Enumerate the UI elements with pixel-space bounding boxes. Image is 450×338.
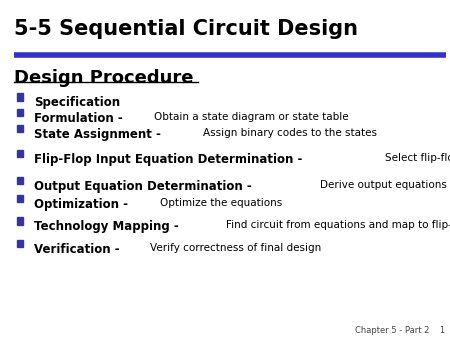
Text: Formulation -: Formulation - bbox=[34, 112, 126, 125]
Text: Obtain a state diagram or state table: Obtain a state diagram or state table bbox=[153, 112, 348, 122]
Text: Derive output equations from output entries in the table: Derive output equations from output entr… bbox=[320, 180, 450, 190]
Text: Output Equation Determination -: Output Equation Determination - bbox=[34, 180, 256, 193]
Bar bbox=[17, 195, 23, 202]
Text: Chapter 5 - Part 2    1: Chapter 5 - Part 2 1 bbox=[356, 325, 446, 335]
Text: Flip-Flop Input Equation Determination -: Flip-Flop Input Equation Determination - bbox=[34, 153, 306, 166]
Bar bbox=[17, 240, 23, 247]
Bar bbox=[17, 177, 23, 184]
Bar bbox=[17, 125, 23, 132]
Text: State Assignment -: State Assignment - bbox=[34, 128, 165, 141]
Text: Design Procedure: Design Procedure bbox=[14, 69, 193, 87]
Bar bbox=[17, 150, 23, 157]
Bar bbox=[17, 93, 23, 101]
Text: Verification -: Verification - bbox=[34, 243, 123, 256]
Text: Optimize the equations: Optimize the equations bbox=[160, 198, 283, 208]
Text: Verify correctness of final design: Verify correctness of final design bbox=[149, 243, 321, 253]
Text: Specification: Specification bbox=[34, 96, 120, 109]
Text: 5-5 Sequential Circuit Design: 5-5 Sequential Circuit Design bbox=[14, 19, 357, 39]
Bar bbox=[17, 217, 23, 225]
Text: Find circuit from equations and map to flip-flops and gate technology: Find circuit from equations and map to f… bbox=[226, 220, 450, 231]
Text: Select flip-flop types and derive flip-flop equations from next state entries in: Select flip-flop types and derive flip-f… bbox=[385, 153, 450, 163]
Text: Technology Mapping -: Technology Mapping - bbox=[34, 220, 183, 233]
Text: Optimization -: Optimization - bbox=[34, 198, 132, 211]
Bar bbox=[17, 109, 23, 116]
Text: Assign binary codes to the states: Assign binary codes to the states bbox=[203, 128, 377, 138]
